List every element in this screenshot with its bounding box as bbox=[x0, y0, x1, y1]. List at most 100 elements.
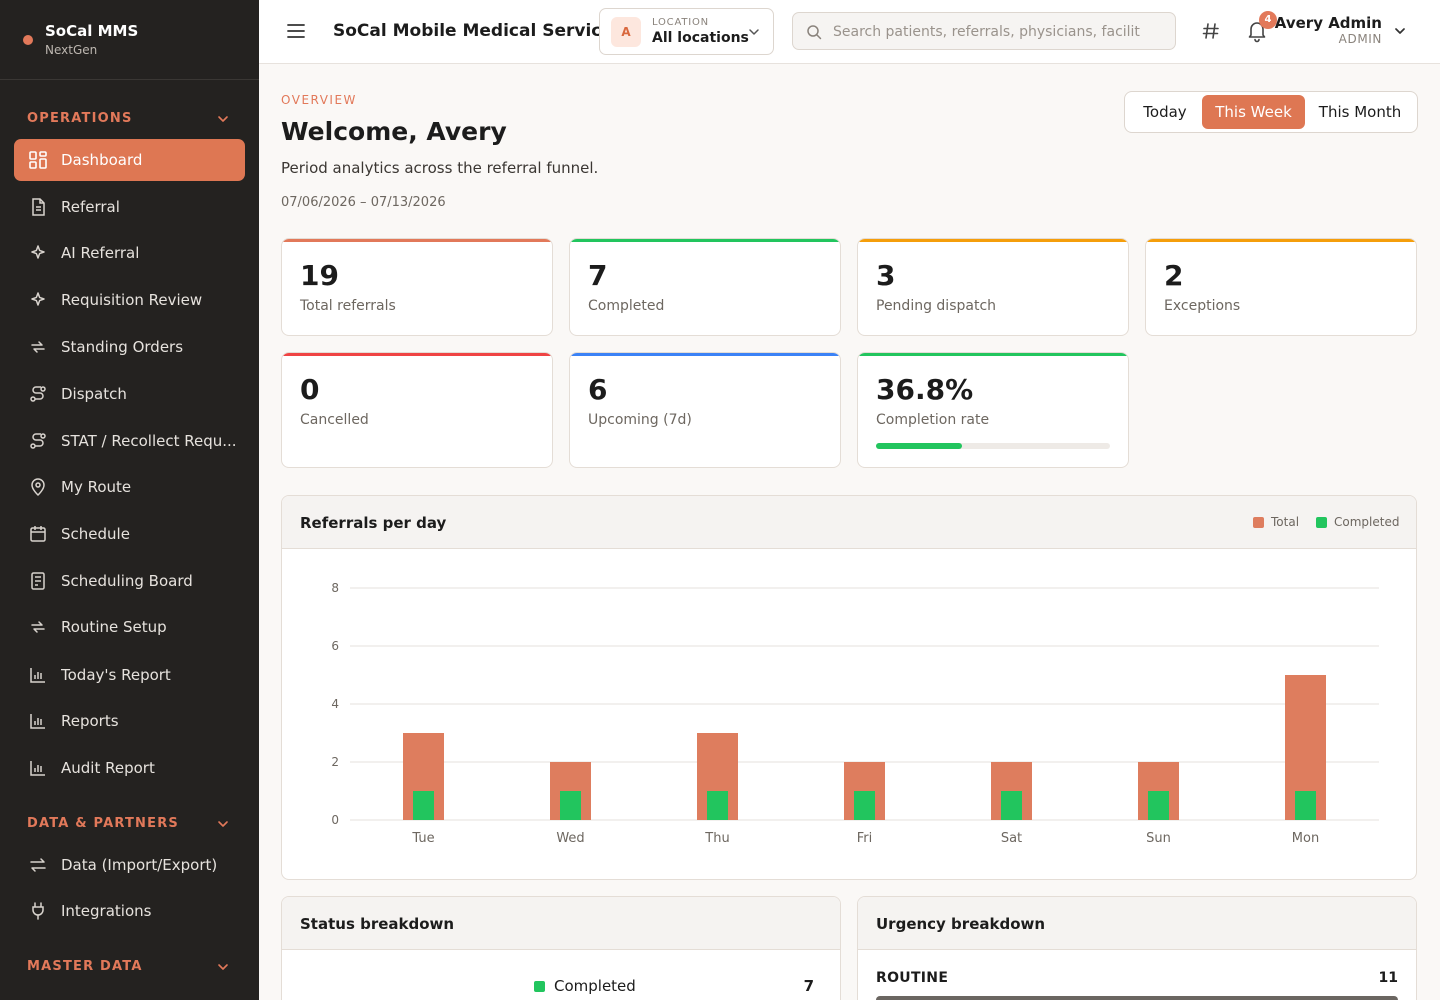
search-input[interactable] bbox=[833, 22, 1141, 42]
section-operations[interactable]: OPERATIONS bbox=[0, 109, 259, 129]
kpi-card-upcoming[interactable]: 6 Upcoming (7d) bbox=[569, 352, 841, 468]
user-menu[interactable]: Avery Admin ADMIN bbox=[1275, 12, 1439, 52]
kpi-accent-bar bbox=[282, 353, 552, 356]
bar-chart: 0 2 4 6 8 Tue Wed Thu Fri Sat Sun Mon bbox=[331, 581, 1379, 846]
brand-dot bbox=[23, 35, 33, 45]
sparkle-icon bbox=[31, 245, 45, 259]
sidebar-item-label: Requisition Review bbox=[61, 291, 203, 309]
sidebar-item-label: Routine Setup bbox=[61, 618, 167, 636]
sidebar-item-routine-setup[interactable]: Routine Setup bbox=[14, 606, 245, 648]
kpi-value: 19 bbox=[300, 259, 339, 292]
kpi-label: Cancelled bbox=[300, 412, 369, 428]
brand-name: SoCal MMS bbox=[45, 22, 139, 40]
kpi-card-completed[interactable]: 7 Completed bbox=[569, 238, 841, 336]
x-tick-label: Mon bbox=[1292, 831, 1319, 846]
kpi-value: 0 bbox=[300, 373, 320, 406]
sidebar-item-stat-recollect[interactable]: STAT / Recollect Requ... bbox=[14, 420, 245, 462]
kpi-value: 6 bbox=[588, 373, 608, 406]
section-title: DATA & PARTNERS bbox=[27, 816, 179, 831]
chevron-down-icon bbox=[1395, 28, 1405, 34]
sidebar-item-requisition-review[interactable]: Requisition Review bbox=[14, 279, 245, 321]
kpi-value: 3 bbox=[876, 259, 896, 292]
kpi-card-cancelled[interactable]: 0 Cancelled bbox=[281, 352, 553, 468]
completion-progress-fill bbox=[876, 443, 963, 449]
period-tab-this-month[interactable]: This Month bbox=[1318, 103, 1402, 121]
sidebar-item-data-import-export[interactable]: Data (Import/Export) bbox=[14, 844, 245, 886]
sidebar-item-reports[interactable]: Reports bbox=[14, 700, 245, 742]
kpi-accent-bar bbox=[570, 239, 840, 242]
kpi-label: Exceptions bbox=[1164, 298, 1241, 314]
repeat-icon bbox=[31, 341, 45, 353]
chevron-down-icon bbox=[218, 964, 228, 970]
bar-completed bbox=[707, 791, 728, 820]
sidebar-item-label: Dispatch bbox=[61, 385, 127, 403]
completion-progress-track bbox=[876, 443, 1110, 449]
top-header: SoCal Mobile Medical Services A LOCATION… bbox=[259, 0, 1440, 64]
sidebar-item-schedule[interactable]: Schedule bbox=[14, 513, 245, 555]
plug-icon bbox=[32, 902, 44, 920]
sidebar-item-scheduling-board[interactable]: Scheduling Board bbox=[14, 560, 245, 602]
global-search bbox=[792, 12, 1176, 50]
section-title: MASTER DATA bbox=[27, 959, 143, 974]
map-pin-icon bbox=[31, 478, 45, 497]
status-swatch bbox=[534, 981, 545, 992]
panel-header: Urgency breakdown bbox=[858, 897, 1416, 950]
search-icon bbox=[807, 25, 822, 40]
x-tick-label: Wed bbox=[556, 831, 584, 846]
kpi-card-pending-dispatch[interactable]: 3 Pending dispatch bbox=[857, 238, 1129, 336]
repeat-icon bbox=[31, 621, 45, 633]
location-label: LOCATION bbox=[652, 17, 709, 28]
bar-completed bbox=[413, 791, 434, 820]
sidebar-item-label: Integrations bbox=[61, 902, 152, 920]
sidebar-item-referral[interactable]: Referral bbox=[14, 186, 245, 228]
route-icon bbox=[30, 433, 46, 449]
urgency-bar-routine bbox=[876, 996, 1398, 1000]
sidebar-item-todays-report[interactable]: Today's Report bbox=[14, 654, 245, 696]
kpi-card-completion-rate[interactable]: 36.8% Completion rate bbox=[857, 352, 1129, 468]
sidebar-item-ai-referral[interactable]: AI Referral bbox=[14, 232, 245, 274]
status-label: Completed bbox=[554, 977, 636, 995]
sidebar-item-integrations[interactable]: Integrations bbox=[14, 890, 245, 932]
section-data-partners[interactable]: DATA & PARTNERS bbox=[0, 814, 259, 834]
sidebar-item-label: Standing Orders bbox=[61, 338, 184, 356]
sidebar-item-standing-orders[interactable]: Standing Orders bbox=[14, 326, 245, 368]
bar-chart-icon bbox=[30, 668, 45, 683]
page-subtitle: Period analytics across the referral fun… bbox=[281, 159, 599, 177]
calendar-icon bbox=[30, 526, 46, 542]
bar-completed bbox=[1001, 791, 1022, 820]
sidebar-item-label: Schedule bbox=[61, 525, 130, 543]
panel-header: Status breakdown bbox=[282, 897, 840, 950]
sidebar-item-label: Referral bbox=[61, 198, 120, 216]
hamburger-menu-icon[interactable] bbox=[286, 21, 306, 41]
y-tick-label: 0 bbox=[331, 813, 339, 827]
location-avatar: A bbox=[611, 17, 641, 47]
period-tab-this-week[interactable]: This Week bbox=[1202, 95, 1305, 129]
urgency-label: ROUTINE bbox=[876, 970, 949, 986]
kpi-accent-bar bbox=[858, 353, 1128, 356]
arrows-icon bbox=[30, 858, 46, 872]
period-tab-today[interactable]: Today bbox=[1143, 103, 1187, 121]
sidebar-item-dashboard[interactable]: Dashboard bbox=[14, 139, 245, 181]
status-row-completed: Completed 7 bbox=[534, 977, 814, 997]
sidebar-item-label: Today's Report bbox=[61, 666, 171, 684]
sidebar-item-label: Data (Import/Export) bbox=[61, 856, 218, 874]
kpi-accent-bar bbox=[858, 239, 1128, 242]
location-selector[interactable]: A LOCATION All locations bbox=[599, 8, 774, 55]
kpi-card-exceptions[interactable]: 2 Exceptions bbox=[1145, 238, 1417, 336]
y-tick-label: 2 bbox=[331, 755, 339, 769]
sidebar-item-audit-report[interactable]: Audit Report bbox=[14, 747, 245, 789]
bar-completed bbox=[1148, 791, 1169, 820]
sidebar-item-my-route[interactable]: My Route bbox=[14, 466, 245, 508]
chevron-down-icon bbox=[218, 116, 228, 122]
panel-title: Referrals per day bbox=[300, 514, 447, 532]
date-range: 07/06/2026 – 07/13/2026 bbox=[281, 195, 446, 210]
kpi-accent-bar bbox=[282, 239, 552, 242]
kpi-label: Total referrals bbox=[300, 298, 396, 314]
period-selector: Today This Week This Month bbox=[1124, 91, 1418, 133]
kpi-card-total-referrals[interactable]: 19 Total referrals bbox=[281, 238, 553, 336]
section-master-data[interactable]: MASTER DATA bbox=[0, 957, 259, 977]
sidebar-item-dispatch[interactable]: Dispatch bbox=[14, 373, 245, 415]
app-title: SoCal Mobile Medical Services bbox=[333, 21, 624, 41]
hash-icon[interactable] bbox=[1201, 21, 1221, 41]
y-tick-label: 6 bbox=[331, 639, 339, 653]
